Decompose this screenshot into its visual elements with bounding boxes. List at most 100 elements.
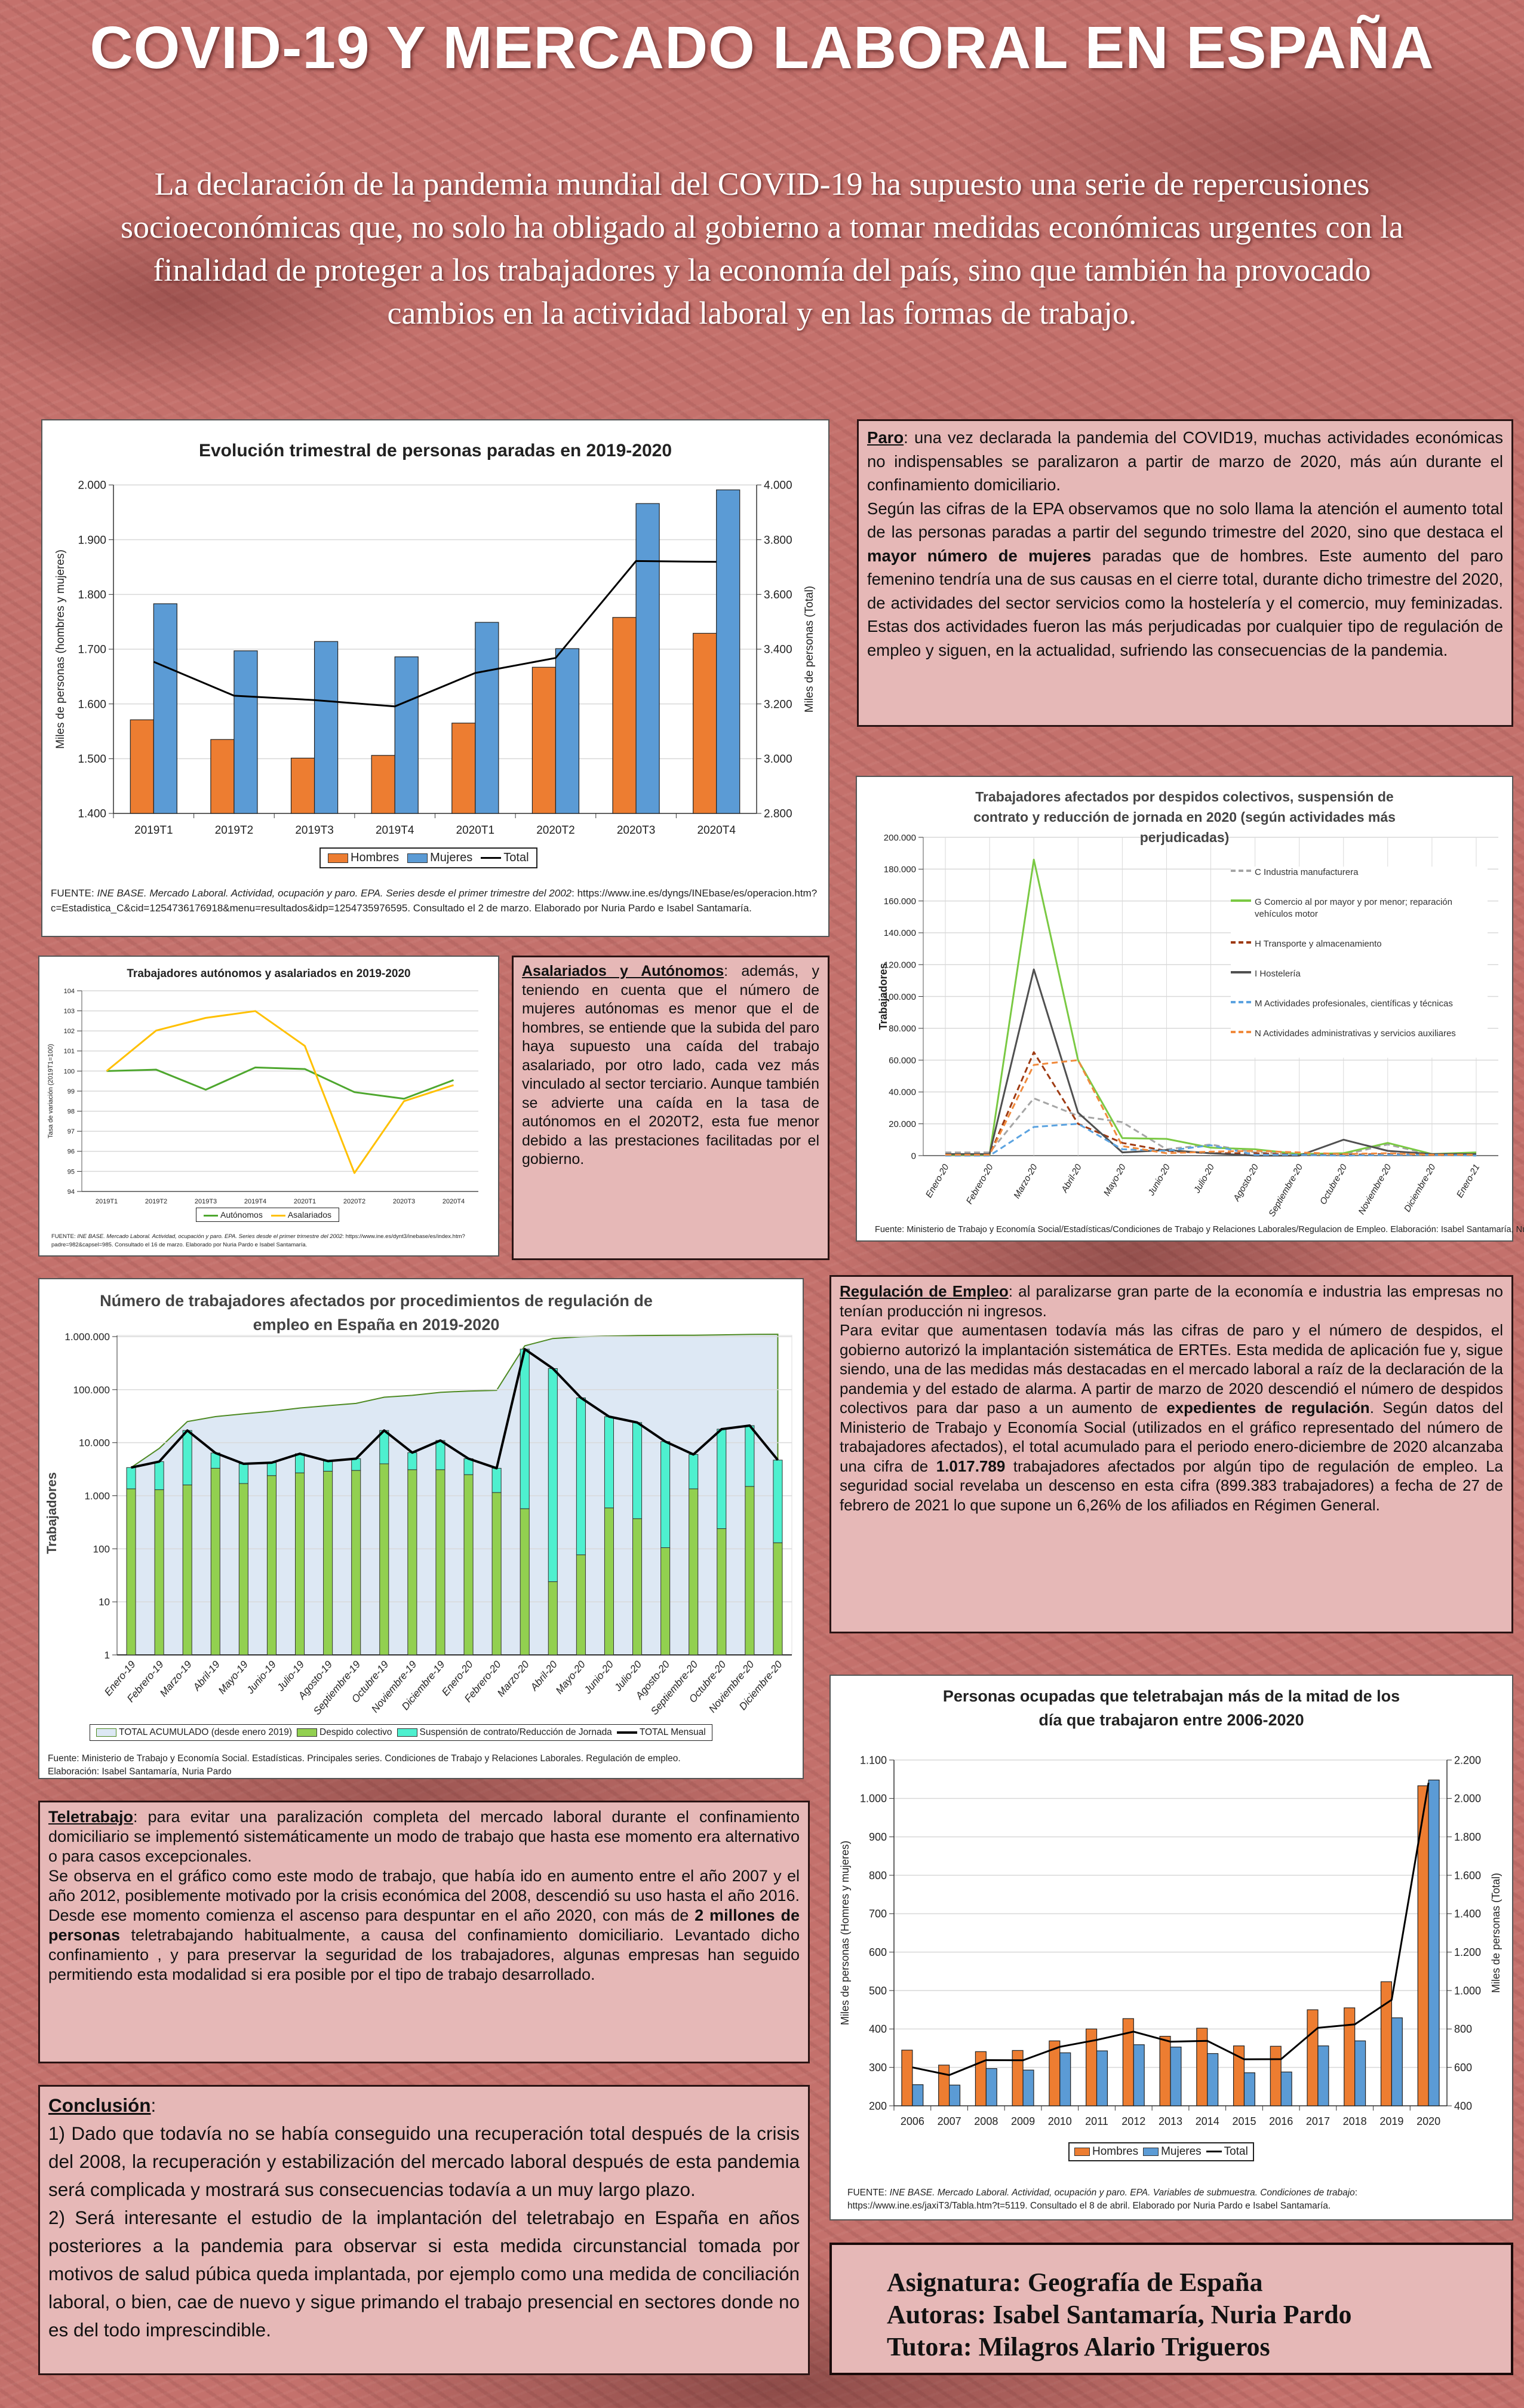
- y-tick-label: 2.000: [1454, 1793, 1481, 1805]
- y-tick-label: 800: [869, 1869, 887, 1881]
- legend-label: Hombres: [351, 851, 400, 864]
- bar-mujeres: [1317, 2045, 1329, 2106]
- y-tick-label: 500: [869, 1985, 887, 1997]
- legend-item-total-mensual: TOTAL Mensual: [616, 1727, 706, 1738]
- chart-legend: Autónomos Asalariados: [196, 1208, 339, 1222]
- y-tick-label: 4.000: [764, 480, 792, 492]
- y-tick-label: 140.000: [884, 928, 916, 938]
- bar-suspension: [154, 1461, 164, 1490]
- paragraph: Paro: una vez declarada la pandemia del …: [867, 426, 1503, 497]
- bar-suspension: [660, 1441, 671, 1548]
- section-heading: Regulación de Empleo: [840, 1282, 1009, 1300]
- bar-despido-colectivo: [126, 1488, 136, 1656]
- legend-line-icon: [1231, 870, 1251, 872]
- chart-teletrabajo-svg: 200 300 400 500 600 700 800 900 1.000 1.100 400 600…: [839, 1754, 1502, 2127]
- paragraph: Asalariados y Autónomos: además, y tenie…: [522, 962, 819, 1169]
- paragraph: 2) Será interesante el estudio de la imp…: [48, 2204, 800, 2344]
- x-tick-label: 2020T3: [393, 1198, 415, 1205]
- bar-mujeres: [949, 2084, 961, 2106]
- x-tick-label: 2019T1: [96, 1198, 118, 1205]
- bar-hombres: [531, 666, 557, 814]
- source-label: FUENTE:: [51, 1233, 78, 1240]
- bar-hombres: [693, 632, 717, 814]
- series-line: [106, 1066, 454, 1100]
- legend-label: I Hostelería: [1255, 969, 1301, 979]
- source-title: INE BASE. Mercado Laboral. Actividad, oc…: [97, 887, 572, 899]
- y-tick-label: 20.000: [889, 1119, 916, 1129]
- x-tick-label: Mayo-20: [1102, 1162, 1128, 1198]
- y-axis-label: Trabajadores: [877, 963, 889, 1030]
- chart-title: Evolución trimestral de personas paradas…: [198, 441, 672, 460]
- bar-hombres: [975, 2051, 987, 2106]
- bar-hombres: [451, 723, 476, 814]
- legend-label: Suspensión de contrato/Reducción de Jorn…: [419, 1727, 612, 1737]
- x-tick-label: 2015: [1232, 2115, 1256, 2127]
- paragraph: 1) Dado que todavía no se había consegui…: [48, 2120, 800, 2204]
- legend-item-autonomos: Autónomos: [204, 1210, 263, 1220]
- bar-despido-colectivo: [491, 1492, 502, 1656]
- bar-despido-colectivo: [548, 1581, 558, 1656]
- x-tick-label: 2020T3: [617, 824, 655, 837]
- x-tick-label: Enero-20: [924, 1162, 951, 1200]
- chart-source: Fuente: Ministerio de Trabajo y Economía…: [48, 1753, 681, 1777]
- x-tick-label: 2013: [1159, 2115, 1182, 2127]
- bar-suspension: [689, 1454, 699, 1489]
- legend-line-icon: [1231, 899, 1251, 902]
- bar-hombres: [1012, 2050, 1024, 2106]
- x-tick-label: 2020T1: [456, 824, 494, 837]
- bar-suspension: [520, 1349, 530, 1509]
- section-heading: Teletrabajo: [48, 1808, 134, 1826]
- credits-box: Asignatura: Geografía de España Autoras:…: [829, 2243, 1513, 2375]
- series-line: [945, 1059, 1476, 1156]
- body-text: Para evitar que aumentasen todavía más l…: [840, 1321, 1503, 1417]
- x-tick-label: Enero-21: [1455, 1163, 1482, 1200]
- x-tick-label: Junio-19: [244, 1658, 278, 1696]
- text-box-paro: Paro: una vez declarada la pandemia del …: [857, 419, 1513, 727]
- y-tick-label: 200.000: [884, 833, 916, 843]
- bar-mujeres: [1354, 2040, 1366, 2106]
- x-tick-label: 2017: [1306, 2115, 1330, 2127]
- legend-label: TOTAL Mensual: [639, 1727, 706, 1737]
- y-tick-label: 1.400: [1454, 1908, 1481, 1920]
- text-box-regulacion: Regulación de Empleo: al paralizarse gra…: [829, 1275, 1513, 1633]
- source-label: FUENTE:: [847, 2188, 890, 2198]
- legend-item-mujeres: Mujeres: [1143, 2145, 1202, 2158]
- bar-despido-colectivo: [660, 1547, 671, 1656]
- bar-mujeres: [394, 656, 419, 814]
- x-tick-label: 2020: [1417, 2115, 1440, 2127]
- chart-autonomos-svg: 94 95 96 97 98 99 100 101 102 103 104 2019T1 2019T2 2…: [47, 988, 478, 1205]
- chart-legend: TOTAL ACUMULADO (desde enero 2019) Despi…: [90, 1724, 712, 1741]
- series-line: [945, 968, 1476, 1157]
- chart-autonomos-asalariados: 94 95 96 97 98 99 100 101 102 103 104 2019T1 2019T2 2…: [38, 956, 499, 1257]
- y-tick-label: 1.800: [78, 589, 106, 601]
- source-text: : https://www.ine.es/dynt3/inebase/es/in…: [51, 1233, 465, 1248]
- y-tick-label: 1.200: [1454, 1946, 1481, 1958]
- y-axis-label: Miles de personas (hombres y mujeres): [54, 549, 67, 749]
- body-text: teletrabajando habitualmente, a causa de…: [48, 1926, 800, 1983]
- y-tick-label: 300: [869, 2062, 887, 2074]
- poster-title: COVID-19 Y MERCADO LABORAL EN ESPAÑA: [90, 14, 1434, 81]
- bar-suspension: [379, 1430, 389, 1464]
- y-axis-label: Miles de personas (Homres y mujeres): [839, 1841, 851, 2025]
- legend-item: G Comercio al por mayor y por menor; rep…: [1231, 896, 1488, 920]
- legend-item-mujeres: Mujeres: [407, 851, 472, 865]
- legend-item: I Hostelería: [1231, 968, 1488, 980]
- bar-suspension: [238, 1463, 248, 1484]
- y-tick-label: 1.700: [78, 644, 106, 656]
- body-text: : además, y teniendo en cuenta que el nú…: [522, 963, 819, 1168]
- body-text: paradas que de hombres. Este aumento del…: [867, 546, 1503, 659]
- bar-mujeres: [716, 489, 741, 814]
- chart-title: Trabajadores autónomos y asalariados en …: [127, 968, 411, 980]
- y-tick-label: 800: [1454, 2023, 1472, 2035]
- y-axis-label: Tasa de variación (2019T1=100): [47, 1044, 54, 1138]
- y-tick-label: 98: [67, 1108, 75, 1115]
- body-text: 2) Será interesante el estudio de la imp…: [48, 2207, 800, 2341]
- x-tick-label: 2020T4: [443, 1198, 465, 1205]
- x-tick-label: 2019T2: [145, 1198, 167, 1205]
- bar-mujeres: [153, 603, 177, 814]
- legend-item-hombres: Hombres: [328, 851, 399, 865]
- bar-mujeres: [1243, 2072, 1255, 2106]
- body-text: : al paralizarse gran parte de la econom…: [840, 1282, 1504, 1320]
- legend-label: Despido colectivo: [319, 1727, 392, 1737]
- bar-hombres: [1270, 2045, 1282, 2106]
